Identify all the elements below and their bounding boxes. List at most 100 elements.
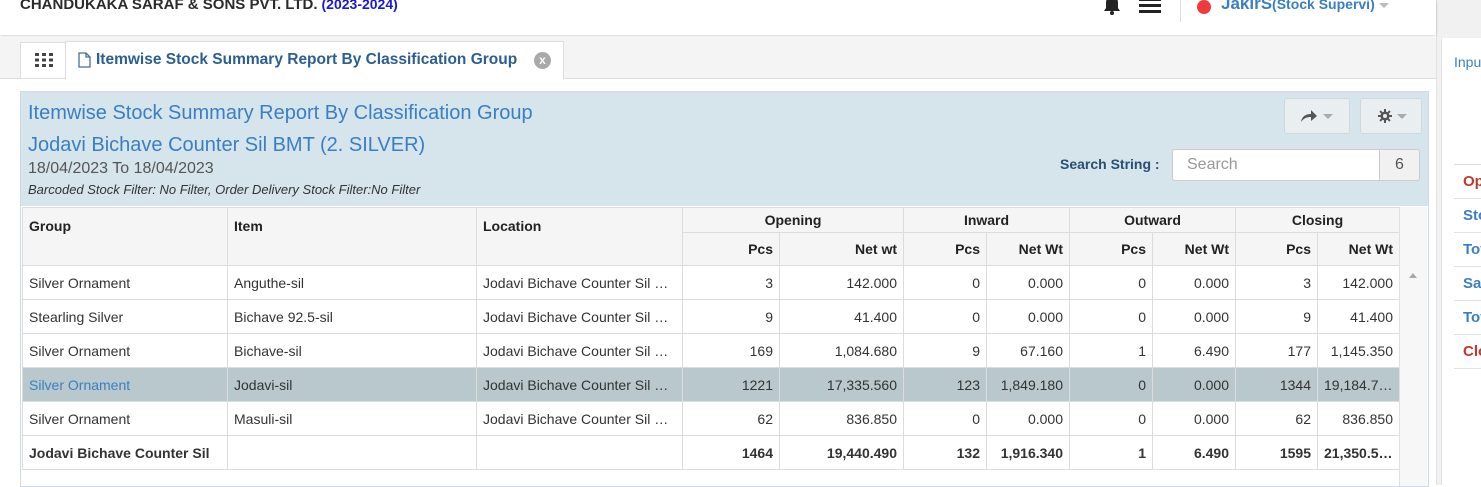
tab-itemwise-stock-summary[interactable]: Itemwise Stock Summary Report By Classif… [65,41,564,80]
chevron-down-icon [1397,114,1407,119]
cell-out-wt: 0.000 [1152,299,1236,334]
cell-cl-pcs: 62 [1235,401,1318,436]
column-header-opening-netwt[interactable]: Net wt [779,232,904,266]
grid-icon [35,53,53,67]
cell-in-pcs: 9 [903,333,987,368]
column-header-location[interactable]: Location [476,207,683,266]
cell-cl-pcs: 1344 [1235,367,1318,402]
top-bar: CHANDUKAKA SARAF & SONS PVT. LTD. (2023-2… [0,0,1436,35]
cell-in-wt: 0.000 [986,265,1070,300]
scroll-up-icon[interactable] [1409,273,1417,278]
total-op-wt: 19,440.490 [779,435,904,470]
cell-out-wt: 0.000 [1152,265,1236,300]
column-header-group[interactable]: Group [22,207,228,266]
cell-cl-pcs: 177 [1235,333,1318,368]
total-op-pcs: 1464 [682,435,780,470]
cell-in-pcs: 123 [903,367,987,402]
list-icon[interactable] [1138,0,1162,16]
cell-op-wt: 1,084.680 [779,333,904,368]
cell-item: Jodavi-sil [227,367,477,402]
column-header-item[interactable]: Item [227,207,477,266]
total-group: Jodavi Bichave Counter Sil [22,435,228,470]
cell-cl-wt: 19,184.740 [1317,367,1400,402]
tab-label: Itemwise Stock Summary Report By Classif… [96,51,518,68]
cell-group[interactable]: Stearling Silver [22,299,228,334]
table-row[interactable]: Silver Ornament Jodavi-sil Jodavi Bichave … [22,367,1400,402]
column-header-inward-pcs[interactable]: Pcs [903,232,987,266]
table-scrollbar[interactable] [1399,207,1427,486]
cell-out-pcs: 1 [1069,333,1153,368]
toolbar-divider [1180,0,1181,22]
column-group-closing: Closing [1235,207,1400,233]
total-in-pcs: 132 [903,435,987,470]
cell-out-pcs: 0 [1069,299,1153,334]
column-header-closing-pcs[interactable]: Pcs [1235,232,1318,266]
close-tab-icon[interactable]: x [534,52,551,69]
cell-op-wt: 142.000 [779,265,904,300]
cell-group[interactable]: Silver Ornament [22,265,228,300]
apps-menu-button[interactable] [20,42,66,78]
right-side-panel: Input OpStoTotSaTotClo [1441,38,1481,485]
input-label[interactable]: Input [1454,54,1481,70]
settings-button[interactable] [1360,98,1422,134]
column-header-closing-netwt[interactable]: Net Wt [1317,232,1400,266]
cell-in-pcs: 0 [903,265,987,300]
cell-item: Masuli-sil [227,401,477,436]
share-button[interactable] [1284,98,1350,134]
cell-out-wt: 0.000 [1152,401,1236,436]
table-row[interactable]: Silver Ornament Bichave-sil Jodavi Bichave… [22,333,1400,368]
cell-op-pcs: 3 [682,265,780,300]
total-cl-wt: 21,350.590 [1317,435,1400,470]
cell-in-pcs: 0 [903,299,987,334]
report-filter-text: Barcoded Stock Filter: No Filter, Order … [28,182,421,197]
column-header-inward-netwt[interactable]: Net Wt [986,232,1070,266]
cell-out-wt: 0.000 [1152,367,1236,402]
cell-location: Jodavi Bichave Counter Sil BMT [476,333,683,368]
column-header-outward-pcs[interactable]: Pcs [1069,232,1153,266]
cell-in-wt: 67.160 [986,333,1070,368]
tab-bar: Itemwise Stock Summary Report By Classif… [0,38,1436,80]
column-group-inward: Inward [903,207,1070,233]
financial-year[interactable]: (2023-2024) [321,0,398,12]
search-input[interactable] [1172,149,1380,181]
summary-list-item[interactable]: Sa [1454,267,1481,301]
cell-item: Bichave-sil [227,333,477,368]
cell-group[interactable]: Silver Ornament [22,333,228,368]
bell-icon[interactable] [1101,0,1123,16]
summary-list-item[interactable]: Tot [1454,301,1481,335]
total-cl-pcs: 1595 [1235,435,1318,470]
table-row[interactable]: Silver Ornament Anguthe-sil Jodavi Bichave… [22,265,1400,300]
summary-list-item[interactable]: Clo [1454,335,1481,369]
chevron-down-icon [1323,114,1333,119]
user-menu[interactable]: JakirS(Stock Supervi) [1221,0,1389,14]
gear-icon [1378,109,1392,123]
cell-location: Jodavi Bichave Counter Sil BMT [476,401,683,436]
summary-list: OpStoTotSaTotClo [1454,164,1481,369]
cell-op-wt: 17,335.560 [779,367,904,402]
cell-group[interactable]: Silver Ornament [22,401,228,436]
cell-op-pcs: 169 [682,333,780,368]
total-out-pcs: 1 [1069,435,1153,470]
cell-in-wt: 1,849.180 [986,367,1070,402]
table-row[interactable]: Stearling Silver Bichave 92.5-sil Jodavi B… [22,299,1400,334]
search-result-count: 6 [1379,149,1420,181]
user-role: (Stock Supervi) [1272,0,1375,12]
summary-list-item[interactable]: Sto [1454,199,1481,233]
cell-location: Jodavi Bichave Counter Sil BMT [476,299,683,334]
share-icon [1301,110,1317,122]
column-header-outward-netwt[interactable]: Net Wt [1152,232,1236,266]
cell-in-wt: 0.000 [986,299,1070,334]
cell-cl-pcs: 3 [1235,265,1318,300]
column-header-opening-pcs[interactable]: Pcs [682,232,780,266]
cell-cl-wt: 41.400 [1317,299,1400,334]
cell-cl-pcs: 9 [1235,299,1318,334]
total-out-wt: 6.490 [1152,435,1236,470]
total-empty-cell [227,435,477,470]
cell-group[interactable]: Silver Ornament [22,367,228,402]
summary-list-item[interactable]: Tot [1454,233,1481,267]
table-row[interactable]: Silver Ornament Masuli-sil Jodavi Bichave … [22,401,1400,436]
cell-cl-wt: 1,145.350 [1317,333,1400,368]
summary-list-item[interactable]: Op [1454,165,1481,199]
stock-summary-table: Group Item Location Opening Inward Outwa… [22,207,1400,470]
total-empty-cell [476,435,683,470]
